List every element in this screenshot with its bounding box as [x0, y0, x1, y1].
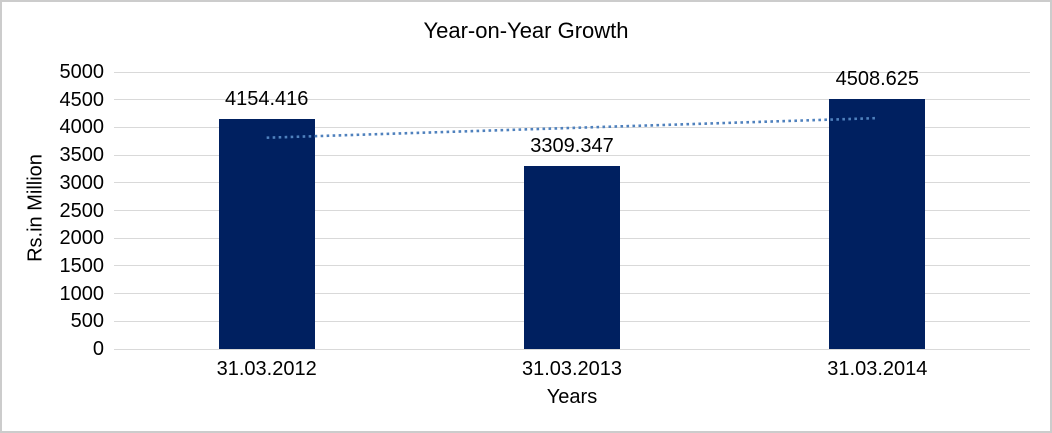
gridline — [114, 348, 1030, 350]
trendline — [266, 116, 878, 140]
y-axis-tick-label: 1500 — [59, 254, 105, 277]
bar — [524, 165, 620, 349]
bar — [218, 118, 315, 349]
x-axis-tick-label: 31.03.2013 — [521, 358, 623, 380]
y-axis-tick-label: 3000 — [59, 171, 105, 194]
x-axis-tick-label: 31.03.2012 — [216, 358, 317, 380]
y-axis-tick-label: 4000 — [59, 116, 105, 139]
y-axis-tick-label: 5000 — [59, 61, 105, 83]
y-axis-tick-label: 2500 — [59, 199, 105, 222]
y-axis-tick-label: 2000 — [59, 227, 105, 250]
bar-data-label: 4154.416 — [224, 87, 309, 110]
y-axis-tick-label: 500 — [70, 310, 104, 333]
x-axis-tick-label: 31.03.2014 — [827, 358, 928, 380]
chart-title: Year-on-Year Growth — [423, 18, 629, 43]
gridline — [114, 126, 1030, 128]
gridline — [114, 154, 1030, 156]
y-axis-tick-label: 0 — [92, 338, 104, 360]
bar-data-label: 3309.347 — [530, 134, 614, 157]
y-axis-tick-label: 3500 — [59, 144, 105, 167]
x-axis-title: Years — [546, 386, 598, 408]
bar-data-label: 4508.625 — [835, 68, 920, 91]
plot-area: 4154.416 3309.347 4508.625 — [114, 68, 1030, 350]
gridline — [114, 99, 1030, 101]
gridline — [114, 71, 1030, 73]
bar — [829, 99, 926, 349]
y-axis-tick-label: 1000 — [59, 282, 105, 305]
y-axis-tick-label: 4500 — [59, 88, 105, 111]
